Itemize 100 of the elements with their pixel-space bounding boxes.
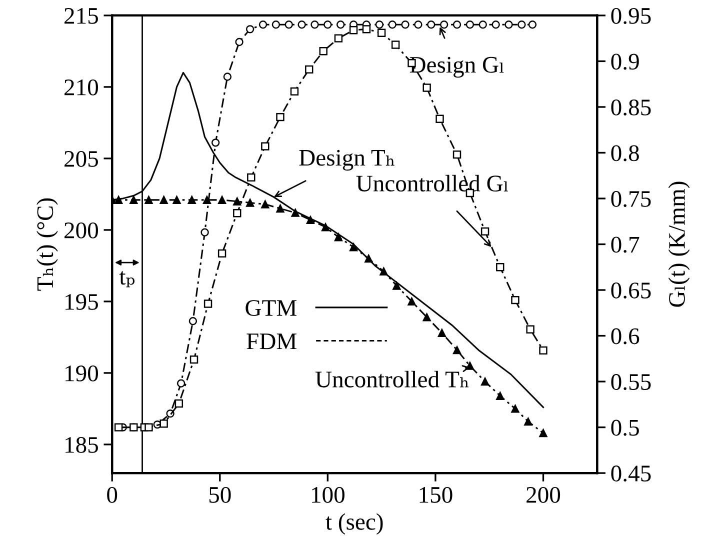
point <box>218 196 226 204</box>
point <box>511 296 520 304</box>
y2-tick-label: 0.65 <box>611 282 651 299</box>
y2-tick-label: 0.85 <box>611 99 651 116</box>
point <box>375 20 384 29</box>
point <box>223 72 232 81</box>
point <box>364 254 373 263</box>
point <box>380 267 388 276</box>
y2-tick-label: 0.95 <box>611 8 651 24</box>
y2-tick-label: 0.9 <box>611 54 639 70</box>
y2-tick-label: 0.6 <box>611 328 640 344</box>
y2-axis-title: Gₗ(t) (K/mm) <box>668 182 690 307</box>
point <box>539 346 548 355</box>
point <box>202 196 212 204</box>
y2-tick-label: 0.45 <box>611 466 651 482</box>
point <box>310 20 319 29</box>
point <box>261 200 270 208</box>
point <box>452 150 462 159</box>
point <box>246 198 254 207</box>
y-tick-label: 215 <box>64 8 98 24</box>
point <box>172 196 181 204</box>
point <box>377 28 386 37</box>
point <box>422 84 431 92</box>
y-tick-label: 190 <box>66 365 98 382</box>
point <box>144 423 153 432</box>
point <box>284 20 293 29</box>
x-tick-label: 150 <box>420 486 452 503</box>
x-axis-title: t (sec) <box>326 513 383 535</box>
point <box>480 377 490 386</box>
point <box>496 263 504 272</box>
point <box>478 20 487 29</box>
point <box>438 328 446 338</box>
point <box>391 40 400 49</box>
point <box>233 209 242 218</box>
point <box>291 208 300 217</box>
point <box>200 228 209 236</box>
point <box>436 114 444 123</box>
x-tick-label: 200 <box>526 486 560 503</box>
point <box>319 47 328 56</box>
point <box>258 20 268 29</box>
point <box>524 417 532 426</box>
point <box>246 25 254 34</box>
point <box>528 20 537 29</box>
x-tick-label: 0 <box>107 486 118 503</box>
point <box>401 20 410 29</box>
point <box>276 112 284 122</box>
point <box>130 196 138 204</box>
point <box>188 317 198 326</box>
point <box>261 142 270 150</box>
point <box>414 20 422 29</box>
point <box>211 138 220 147</box>
point <box>440 20 448 29</box>
y2-tick-label: 0.75 <box>611 190 651 208</box>
point <box>144 196 153 204</box>
point <box>452 20 462 29</box>
y2-tick-label: 0.7 <box>611 236 640 253</box>
point <box>188 196 196 204</box>
y-tick-label: 205 <box>64 150 98 167</box>
point <box>190 355 198 364</box>
y2-tick-label: 0.5 <box>611 420 639 436</box>
point <box>324 20 332 29</box>
point <box>204 300 212 308</box>
point <box>349 26 358 34</box>
point <box>452 346 462 354</box>
legend-label: GTM <box>246 300 296 316</box>
point <box>336 20 345 29</box>
point <box>422 313 431 322</box>
point <box>334 34 343 42</box>
point <box>466 20 474 29</box>
point <box>408 297 416 306</box>
point <box>392 282 401 290</box>
y-tick-label: 200 <box>64 222 98 238</box>
point <box>272 20 280 29</box>
point <box>504 20 513 29</box>
point <box>526 325 534 334</box>
point <box>305 65 314 74</box>
y-tick-label: 185 <box>66 436 98 453</box>
point <box>427 20 436 29</box>
point <box>466 362 474 370</box>
point <box>539 428 548 438</box>
point <box>218 249 226 258</box>
point <box>290 87 299 96</box>
annotation: Design Tₕ <box>299 150 394 171</box>
ref-line-label: tₚ <box>119 271 135 288</box>
point <box>388 20 396 29</box>
point <box>276 204 284 213</box>
point <box>160 196 168 204</box>
legend-label: FDM <box>246 334 296 350</box>
point <box>174 399 184 408</box>
point <box>511 404 520 413</box>
point <box>321 223 330 232</box>
point <box>334 233 343 242</box>
point <box>114 423 123 432</box>
annotation: Uncontrolled Tₕ <box>315 370 468 388</box>
y-tick-label: 195 <box>66 294 98 310</box>
y-axis-title: Tₕ(t) (°C) <box>36 198 58 291</box>
point <box>492 20 500 29</box>
point <box>518 20 526 29</box>
point <box>235 38 244 46</box>
point <box>176 379 186 388</box>
